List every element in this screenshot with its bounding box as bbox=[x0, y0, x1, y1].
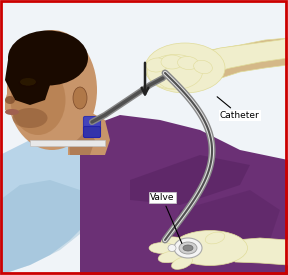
Polygon shape bbox=[0, 180, 95, 275]
Ellipse shape bbox=[73, 87, 87, 109]
FancyBboxPatch shape bbox=[84, 117, 101, 130]
FancyBboxPatch shape bbox=[84, 126, 101, 138]
Bar bbox=[30, 140, 105, 146]
Ellipse shape bbox=[12, 108, 48, 128]
Ellipse shape bbox=[20, 78, 36, 86]
Ellipse shape bbox=[149, 243, 175, 254]
Ellipse shape bbox=[179, 242, 197, 254]
Ellipse shape bbox=[8, 31, 88, 86]
Polygon shape bbox=[68, 112, 110, 155]
Ellipse shape bbox=[146, 58, 168, 72]
Ellipse shape bbox=[7, 30, 97, 150]
Ellipse shape bbox=[147, 54, 202, 89]
Ellipse shape bbox=[158, 75, 178, 89]
Ellipse shape bbox=[171, 257, 192, 269]
Ellipse shape bbox=[158, 251, 182, 263]
Polygon shape bbox=[0, 135, 120, 275]
Text: Valve: Valve bbox=[150, 193, 182, 243]
Text: Catheter: Catheter bbox=[217, 97, 260, 120]
Ellipse shape bbox=[5, 96, 15, 104]
Ellipse shape bbox=[205, 232, 225, 244]
Polygon shape bbox=[5, 70, 80, 125]
Polygon shape bbox=[195, 38, 288, 85]
Polygon shape bbox=[80, 115, 288, 275]
Polygon shape bbox=[170, 190, 280, 250]
Ellipse shape bbox=[183, 245, 193, 251]
Polygon shape bbox=[5, 55, 50, 105]
Ellipse shape bbox=[173, 230, 247, 265]
Ellipse shape bbox=[194, 60, 212, 74]
Ellipse shape bbox=[5, 109, 19, 115]
Polygon shape bbox=[130, 155, 250, 205]
Ellipse shape bbox=[145, 43, 225, 93]
Ellipse shape bbox=[161, 55, 183, 69]
Ellipse shape bbox=[161, 237, 189, 249]
Polygon shape bbox=[235, 238, 288, 265]
Polygon shape bbox=[195, 38, 288, 78]
Ellipse shape bbox=[177, 56, 198, 70]
Ellipse shape bbox=[174, 238, 202, 258]
Ellipse shape bbox=[168, 244, 176, 252]
Polygon shape bbox=[68, 125, 95, 155]
Ellipse shape bbox=[10, 65, 65, 135]
